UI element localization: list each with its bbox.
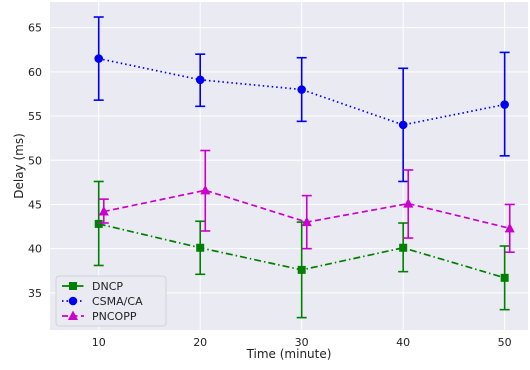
series-layer <box>93 16 515 319</box>
data-point-dncp <box>94 219 103 228</box>
data-point-csma-ca <box>94 54 104 63</box>
data-point-csma-ca <box>398 120 408 130</box>
data-point-pncopp <box>301 216 312 227</box>
x-axis-label: Time (minute) <box>246 347 332 361</box>
legend-marker-pncopp <box>68 310 78 320</box>
data-point-pncopp <box>403 198 414 208</box>
x-tick-label: 30 <box>295 336 309 349</box>
data-point-csma-ca <box>195 75 205 85</box>
x-axis-ticks: 10 20 30 40 50 <box>92 336 512 349</box>
x-tick-label: 40 <box>396 336 410 349</box>
series-pncopp <box>98 149 515 253</box>
data-point-csma-ca <box>500 100 509 109</box>
data-point-pncopp <box>504 222 515 233</box>
legend-box <box>55 275 167 327</box>
y-tick-label: 40 <box>28 243 42 256</box>
legend-marker-dncp <box>69 282 77 290</box>
legend-marker-csma-ca <box>68 296 78 306</box>
series-dncp <box>93 180 510 319</box>
gridlines <box>50 2 528 330</box>
data-point-dncp <box>297 265 306 274</box>
data-point-dncp <box>399 243 408 252</box>
data-point-dncp <box>196 243 205 252</box>
legend-label-dncp: DNCP <box>92 280 123 293</box>
legend-item-csma-ca: CSMA/CA <box>62 295 143 308</box>
data-point-csma-ca <box>297 85 306 94</box>
y-tick-label: 35 <box>28 287 42 300</box>
x-tick-label: 10 <box>92 336 106 349</box>
data-point-dncp <box>500 273 509 282</box>
y-tick-label: 60 <box>28 66 42 79</box>
legend-item-dncp: DNCP <box>62 280 123 293</box>
legend: DNCP CSMA/CA PNCOPP <box>55 275 167 327</box>
data-point-pncopp <box>98 206 109 216</box>
legend-item-pncopp: PNCOPP <box>62 310 137 323</box>
series-csma-ca <box>93 16 510 183</box>
legend-label-pncopp: PNCOPP <box>92 310 137 323</box>
series-line-csma-ca <box>98 57 505 126</box>
x-tick-label: 50 <box>498 336 512 349</box>
y-tick-label: 50 <box>28 154 42 167</box>
y-tick-label: 65 <box>28 22 42 35</box>
legend-label-csma-ca: CSMA/CA <box>92 295 143 308</box>
y-tick-label: 55 <box>28 110 42 123</box>
y-tick-label: 45 <box>28 198 42 211</box>
y-axis-ticks: 35 40 45 50 55 60 65 <box>28 22 42 300</box>
plot-background <box>50 2 528 330</box>
data-point-pncopp <box>200 184 211 195</box>
x-tick-label: 20 <box>193 336 207 349</box>
y-axis-label: Delay (ms) <box>12 133 26 199</box>
